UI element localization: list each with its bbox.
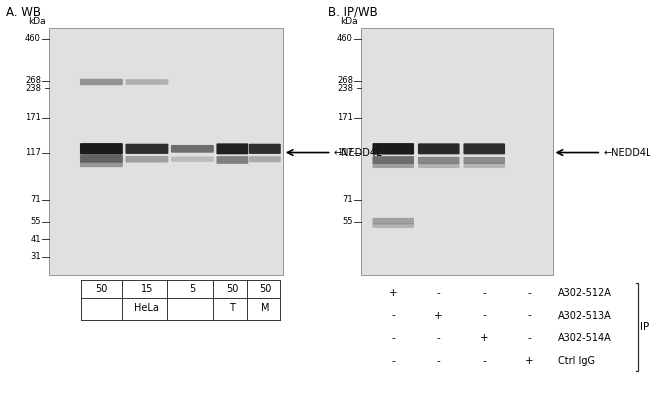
Text: IP: IP: [640, 322, 649, 332]
FancyBboxPatch shape: [80, 161, 123, 167]
Text: +: +: [389, 288, 398, 298]
Text: 31: 31: [31, 252, 41, 261]
FancyBboxPatch shape: [463, 143, 505, 154]
Text: -: -: [391, 333, 395, 343]
Text: 238: 238: [337, 84, 353, 93]
FancyBboxPatch shape: [372, 163, 414, 168]
FancyBboxPatch shape: [372, 143, 414, 154]
FancyBboxPatch shape: [80, 79, 123, 85]
Text: T: T: [229, 303, 235, 313]
Text: -: -: [437, 288, 441, 298]
Text: Ctrl IgG: Ctrl IgG: [558, 356, 595, 366]
Text: 460: 460: [25, 34, 41, 43]
Text: 171: 171: [25, 113, 41, 122]
Text: -: -: [437, 333, 441, 343]
Text: -: -: [528, 288, 532, 298]
Text: B. IP/WB: B. IP/WB: [328, 6, 378, 19]
Text: 117: 117: [337, 148, 353, 157]
FancyBboxPatch shape: [125, 79, 168, 85]
Text: 171: 171: [337, 113, 353, 122]
FancyBboxPatch shape: [80, 143, 123, 154]
FancyBboxPatch shape: [171, 145, 214, 153]
Text: ←NEDD4L: ←NEDD4L: [333, 147, 382, 158]
Text: ←NEDD4L: ←NEDD4L: [603, 147, 650, 158]
FancyBboxPatch shape: [372, 218, 414, 224]
Text: 50: 50: [226, 284, 239, 294]
FancyBboxPatch shape: [372, 156, 414, 164]
Bar: [49, 28, 283, 275]
FancyBboxPatch shape: [80, 155, 123, 163]
Text: +: +: [525, 356, 534, 366]
FancyBboxPatch shape: [372, 223, 414, 228]
Text: kDa: kDa: [340, 17, 358, 26]
Text: -: -: [528, 310, 532, 321]
FancyBboxPatch shape: [125, 144, 168, 154]
Text: -: -: [482, 356, 486, 366]
Text: 5: 5: [189, 284, 196, 294]
FancyBboxPatch shape: [463, 157, 505, 164]
Text: 268: 268: [25, 76, 41, 85]
Text: 268: 268: [337, 76, 353, 85]
Text: A302-512A: A302-512A: [558, 288, 612, 298]
Text: -: -: [437, 356, 441, 366]
Text: kDa: kDa: [28, 17, 46, 26]
FancyBboxPatch shape: [171, 156, 214, 162]
Text: HeLa: HeLa: [135, 303, 159, 313]
Text: 50: 50: [95, 284, 108, 294]
FancyBboxPatch shape: [216, 156, 248, 164]
Text: 55: 55: [31, 217, 41, 226]
FancyBboxPatch shape: [216, 143, 248, 154]
FancyBboxPatch shape: [249, 156, 281, 162]
FancyBboxPatch shape: [463, 163, 505, 168]
FancyBboxPatch shape: [418, 143, 460, 154]
Text: 117: 117: [25, 148, 41, 157]
Text: A302-514A: A302-514A: [558, 333, 612, 343]
FancyBboxPatch shape: [249, 144, 281, 154]
Text: M: M: [261, 303, 269, 313]
Text: 71: 71: [31, 195, 41, 204]
Text: 238: 238: [25, 84, 41, 93]
Text: 71: 71: [343, 195, 353, 204]
Bar: [361, 28, 552, 275]
Text: 15: 15: [140, 284, 153, 294]
Text: 460: 460: [337, 34, 353, 43]
Text: -: -: [482, 288, 486, 298]
Text: -: -: [482, 310, 486, 321]
Text: 41: 41: [31, 235, 41, 244]
FancyBboxPatch shape: [125, 156, 168, 162]
Text: +: +: [434, 310, 443, 321]
FancyBboxPatch shape: [418, 163, 460, 168]
Text: -: -: [391, 310, 395, 321]
Text: A. WB: A. WB: [6, 6, 42, 19]
Text: +: +: [480, 333, 489, 343]
FancyBboxPatch shape: [418, 157, 460, 164]
Text: -: -: [528, 333, 532, 343]
Text: -: -: [391, 356, 395, 366]
Text: 55: 55: [343, 217, 353, 226]
Text: 50: 50: [259, 284, 271, 294]
Text: A302-513A: A302-513A: [558, 310, 612, 321]
